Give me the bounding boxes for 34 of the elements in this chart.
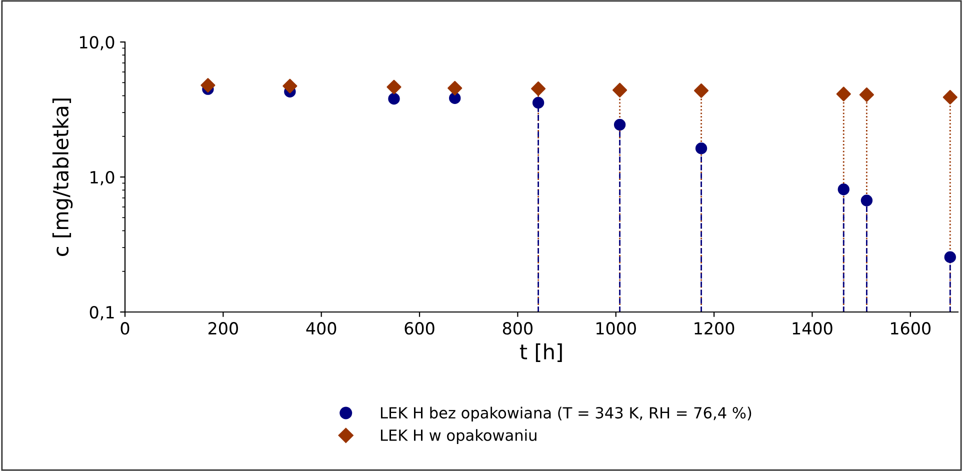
x-tick-label: 800 [502, 322, 532, 335]
x-tick-label: 1200 [694, 322, 734, 335]
point [448, 80, 462, 96]
x-tick-label: 1000 [596, 322, 636, 335]
y-tick-label: 1,0 [90, 170, 114, 186]
y-tick-label: 0,1 [90, 306, 114, 320]
point [531, 81, 546, 96]
point [944, 251, 956, 263]
point [386, 80, 402, 94]
point [859, 87, 874, 102]
x-tick-label: 400 [306, 322, 336, 335]
x-tick-label: 0 [120, 322, 130, 335]
x-tick-label: 600 [404, 322, 434, 335]
x-tick-label: 200 [208, 322, 238, 335]
point [612, 82, 628, 98]
point [838, 184, 850, 196]
x-tick-label: 1400 [792, 322, 832, 335]
x-axis-title: t [h] [520, 343, 562, 362]
point [282, 78, 298, 94]
legend-label: LEK H w opakowaniu [380, 429, 536, 444]
point [388, 92, 400, 105]
x-tick-label: 1600 [891, 322, 930, 335]
point [836, 86, 851, 102]
point [942, 90, 958, 104]
point [695, 142, 708, 154]
point [449, 92, 461, 104]
point [614, 118, 626, 131]
y-axis-title: c [mg/tabletka] [52, 98, 73, 256]
point [860, 194, 873, 206]
legend-label: LEK H bez opakowiana (T = 343 K, RH = 76,4 %) [380, 406, 752, 422]
point [200, 78, 216, 93]
point [694, 83, 709, 98]
y-tick-label: 10,0 [80, 36, 114, 50]
point [532, 96, 544, 109]
